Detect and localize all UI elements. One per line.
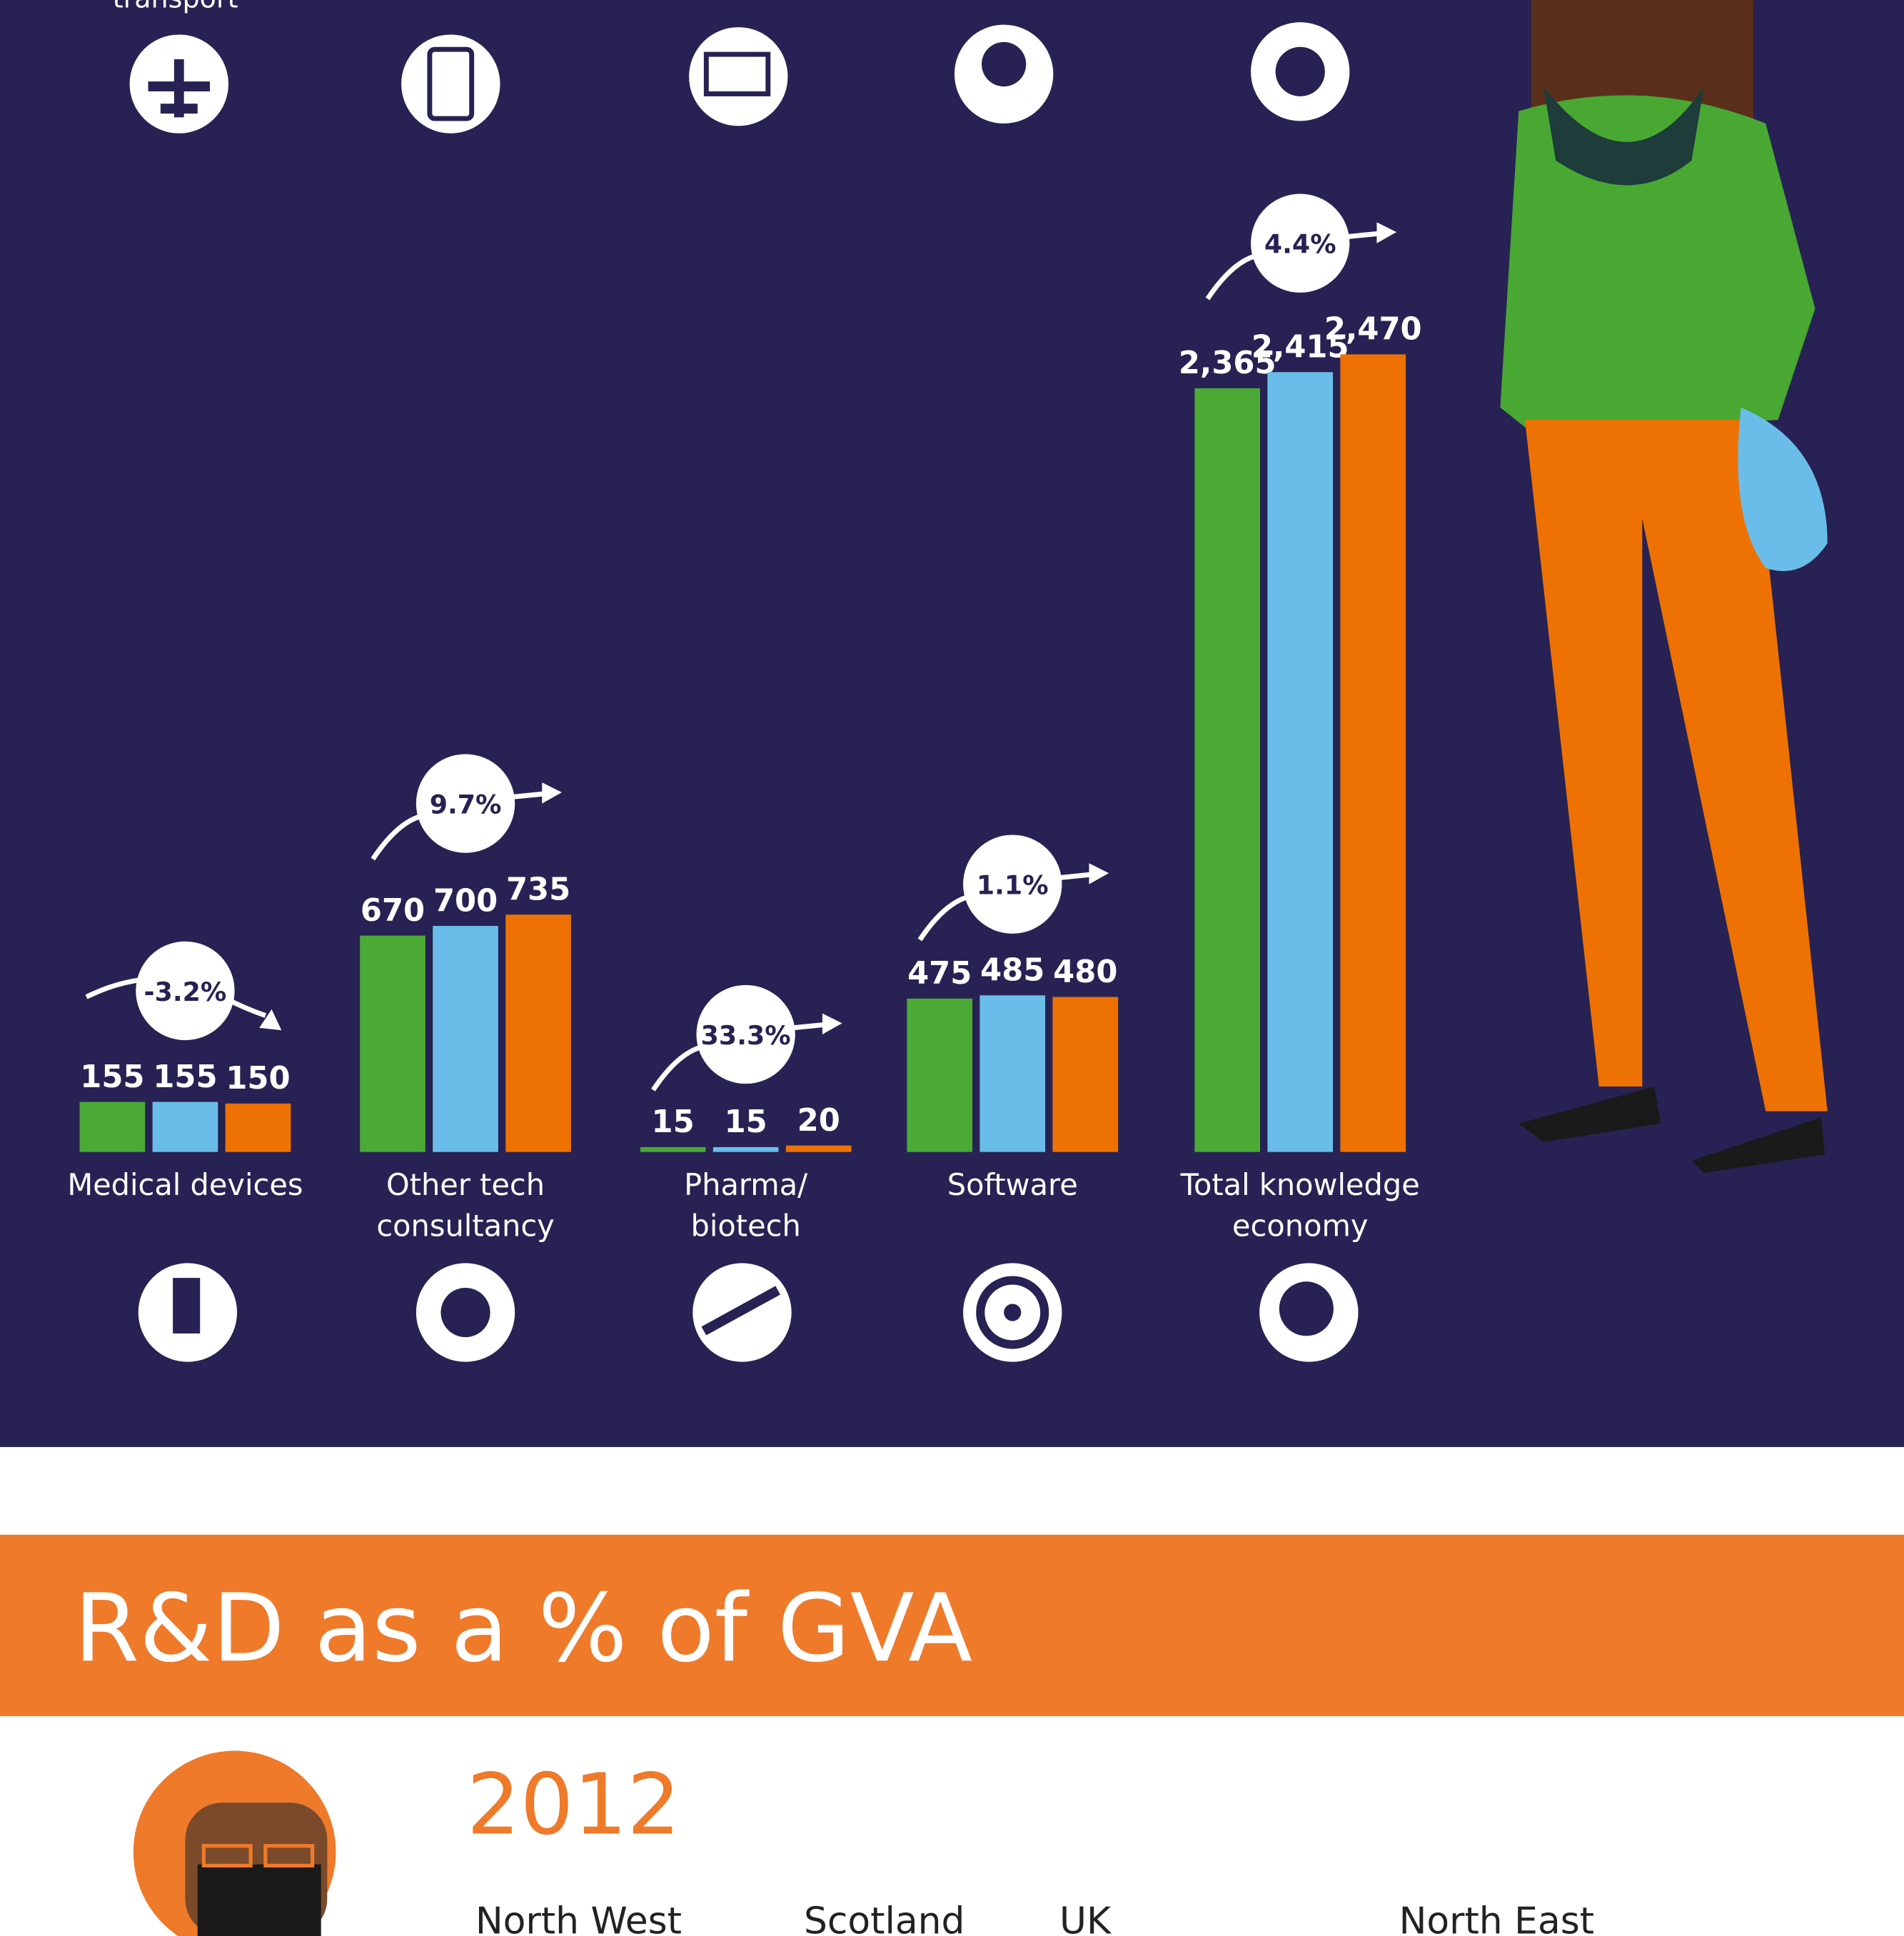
value-label: 2,470 — [1324, 312, 1422, 348]
value-label: 15 — [652, 1104, 695, 1140]
change-label: 33.3% — [701, 1020, 791, 1051]
change-label: -3.2% — [144, 977, 227, 1007]
bar — [226, 1104, 291, 1152]
region-label: North West — [475, 1900, 682, 1936]
category-label: Total knowledge economy — [1164, 1166, 1436, 1247]
bar — [1052, 997, 1118, 1152]
bar — [907, 999, 972, 1152]
category-label: Other tech consultancy — [330, 1166, 602, 1247]
change-label: 4.4% — [1264, 229, 1336, 260]
value-label: 700 — [433, 883, 498, 919]
section-title: R&D as a % of GVA — [74, 1573, 972, 1683]
value-label: 15 — [725, 1104, 767, 1140]
bar — [786, 1146, 852, 1152]
regions: North West Scotland UK North East — [475, 1900, 1594, 1936]
bar — [80, 1102, 146, 1152]
category-label: Software — [877, 1166, 1149, 1206]
bar — [433, 926, 498, 1152]
value-label: 475 — [907, 956, 972, 992]
bar — [1194, 388, 1260, 1152]
value-label: 155 — [80, 1059, 144, 1095]
bar — [1267, 372, 1333, 1151]
bar — [979, 995, 1045, 1151]
category-label: Medical devices — [49, 1166, 321, 1206]
bar — [640, 1147, 706, 1152]
bar — [1340, 354, 1406, 1151]
category-label: Pharma/ biotech — [610, 1166, 882, 1247]
region-label: UK — [1059, 1900, 1112, 1936]
category-label-box: Pharma/ biotech — [610, 1166, 882, 1264]
region-label: Scotland — [804, 1900, 965, 1936]
change-label: 9.7% — [430, 789, 502, 820]
top-label: transport — [113, 0, 238, 14]
category-label-box: Other tech consultancy — [330, 1166, 602, 1264]
value-label: 20 — [797, 1103, 840, 1139]
bar — [713, 1147, 779, 1152]
value-label: 155 — [153, 1059, 217, 1095]
infographic: transport R&D as a % of GVA 2012 North W… — [0, 0, 1904, 1936]
category-label-box: Medical devices — [49, 1166, 321, 1264]
region-label: North East — [1399, 1900, 1595, 1936]
section-year: 2012 — [467, 1755, 680, 1853]
value-label: 485 — [980, 953, 1044, 989]
value-label: 735 — [506, 872, 570, 907]
category-label-box: Software — [877, 1166, 1149, 1264]
bar — [153, 1102, 218, 1152]
page: {"chart_data": {"type": "bar", "top_labe… — [0, 0, 1904, 1936]
bar — [360, 936, 425, 1152]
value-label: 670 — [361, 893, 425, 929]
category-label-box: Total knowledge economy — [1164, 1166, 1436, 1264]
change-label: 1.1% — [977, 869, 1049, 900]
bar — [505, 914, 571, 1151]
man-illustration — [134, 1751, 336, 1936]
value-label: 150 — [226, 1061, 290, 1096]
value-label: 480 — [1053, 954, 1117, 990]
